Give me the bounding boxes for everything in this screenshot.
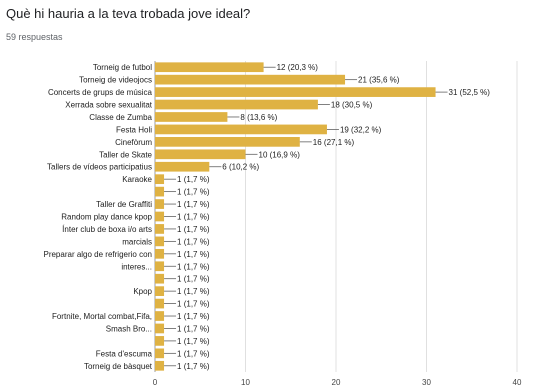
data-label: 1 (1,7 %) xyxy=(177,213,210,222)
response-count: 59 respuestas xyxy=(6,32,63,42)
bar xyxy=(155,87,436,97)
bar xyxy=(155,261,165,272)
bar xyxy=(155,62,264,73)
data-label: 6 (10,2 %) xyxy=(222,163,259,172)
data-label: 18 (30,5 %) xyxy=(331,101,373,110)
category-label: Torneig de bàsquet xyxy=(84,362,153,371)
data-label: 1 (1,7 %) xyxy=(177,337,210,346)
data-label: 19 (32,2 %) xyxy=(340,125,382,134)
question-title: Què hi hauria a la teva trobada jove ide… xyxy=(6,6,251,21)
data-label: 1 (1,7 %) xyxy=(177,200,210,209)
bar xyxy=(155,149,246,160)
category-label: Tallers de vídeos participatius xyxy=(47,163,152,172)
bar xyxy=(155,74,346,85)
data-label: 1 (1,7 %) xyxy=(177,275,210,284)
data-label: 10 (16,9 %) xyxy=(259,150,301,159)
category-label: Kpop xyxy=(133,287,152,296)
data-label: 21 (35,6 %) xyxy=(358,76,400,85)
bar xyxy=(155,273,165,284)
bar xyxy=(155,224,165,234)
data-label: 1 (1,7 %) xyxy=(177,287,210,296)
bar xyxy=(155,311,165,321)
category-label: Taller de Graffiti xyxy=(96,200,152,209)
data-label: 1 (1,7 %) xyxy=(177,250,210,259)
bar xyxy=(155,161,210,172)
category-label: Concerts de grups de música xyxy=(48,88,153,97)
data-label: 1 (1,7 %) xyxy=(177,362,210,371)
category-label: Karaoke xyxy=(122,175,152,184)
category-label: Torneig de futbol xyxy=(93,63,152,72)
bar xyxy=(155,211,165,222)
x-tick-label: 30 xyxy=(422,378,431,387)
data-label: 1 (1,7 %) xyxy=(177,175,210,184)
data-label: 1 (1,7 %) xyxy=(177,300,210,309)
category-label: Classe de Zumba xyxy=(89,113,152,122)
data-label: 31 (52,5 %) xyxy=(449,88,491,97)
bar xyxy=(155,112,228,122)
category-label: Smash Bro... xyxy=(106,324,152,333)
bar xyxy=(155,124,327,135)
data-label: 1 (1,7 %) xyxy=(177,324,210,333)
category-label: Torneig de videojocs xyxy=(79,76,152,85)
data-label: 1 (1,7 %) xyxy=(177,225,210,234)
category-label: Ínter club de boxa i/o arts xyxy=(62,225,152,234)
bar xyxy=(155,286,165,296)
data-label: 1 (1,7 %) xyxy=(177,312,210,321)
category-label: Xerrada sobre sexualitat xyxy=(65,101,152,110)
data-label: 1 (1,7 %) xyxy=(177,188,210,197)
bar xyxy=(155,360,165,371)
bar xyxy=(155,137,300,147)
data-label: 1 (1,7 %) xyxy=(177,349,210,358)
category-label: Taller de Skate xyxy=(99,150,152,159)
data-label: 12 (20,3 %) xyxy=(277,63,319,72)
bar xyxy=(155,174,165,185)
bar xyxy=(155,236,165,247)
data-label: 16 (27,1 %) xyxy=(313,138,355,147)
data-label: 1 (1,7 %) xyxy=(177,262,210,271)
bar xyxy=(155,348,165,359)
category-label: Preparar algo de refrigerio con xyxy=(43,250,152,259)
bar xyxy=(155,199,165,209)
data-label: 1 (1,7 %) xyxy=(177,237,210,246)
category-label: Fortnite, Mortal combat,Fifa, xyxy=(52,312,152,321)
category-label: marcials xyxy=(122,237,152,246)
bar xyxy=(155,323,165,334)
data-label: 8 (13,6 %) xyxy=(240,113,277,122)
x-tick-label: 0 xyxy=(153,378,158,387)
category-label: interes... xyxy=(121,262,152,271)
bar xyxy=(155,248,165,259)
category-label: Cinefòrum xyxy=(115,138,152,147)
category-label: Festa Holi xyxy=(116,125,152,134)
bar xyxy=(155,99,318,110)
category-label: Random play dance kpop xyxy=(61,213,152,222)
x-tick-label: 40 xyxy=(513,378,522,387)
bar xyxy=(155,186,165,197)
bar xyxy=(155,336,165,346)
x-tick-label: 20 xyxy=(332,378,341,387)
x-tick-label: 10 xyxy=(241,378,250,387)
bar xyxy=(155,298,165,309)
category-label: Festa d'escuma xyxy=(96,349,153,358)
